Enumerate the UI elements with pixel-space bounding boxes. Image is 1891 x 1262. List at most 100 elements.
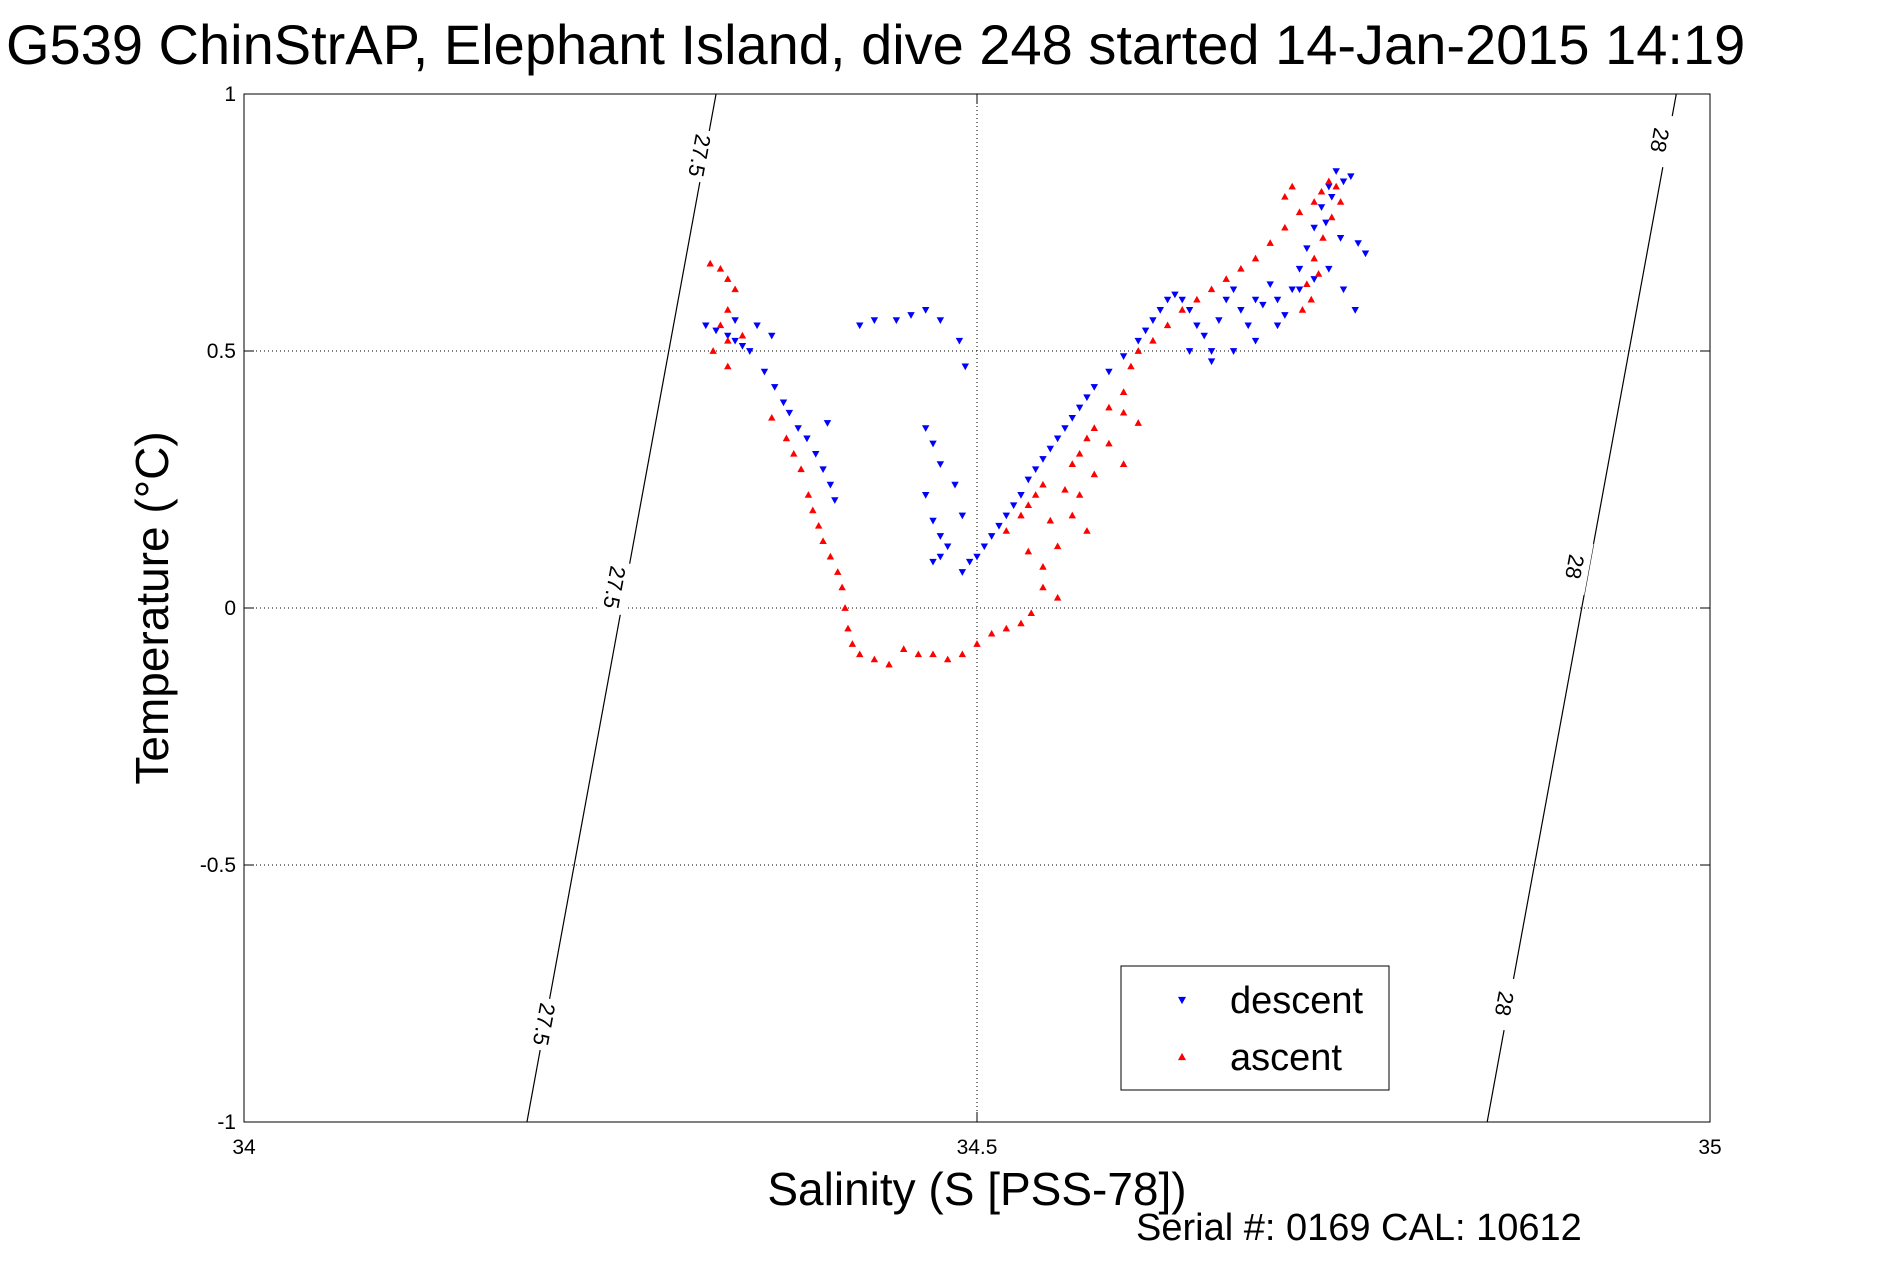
descent-point-52 [1053, 435, 1062, 443]
ascent-point-48 [1075, 449, 1084, 457]
ascent-point-26 [885, 660, 893, 668]
descent-point-82 [1295, 265, 1304, 273]
ascent-point-89 [1083, 527, 1091, 534]
density-contour-label-bg-0-1 [596, 559, 634, 616]
descent-point-71 [1215, 317, 1223, 324]
ascent-point-72 [1319, 234, 1327, 241]
ascent-point-27 [899, 645, 908, 652]
ascent-point-42 [1046, 516, 1055, 524]
descent-point-60 [1134, 337, 1142, 345]
descent-point-9 [785, 409, 794, 417]
descent-point-21 [870, 317, 879, 324]
descent-point-59 [1119, 353, 1128, 360]
density-contour-label-bg-0-2 [681, 127, 719, 184]
ascent-point-67 [1317, 187, 1326, 195]
descent-point-45 [1002, 512, 1011, 520]
descent-point-3 [731, 337, 739, 345]
ascent-point-3 [731, 285, 739, 293]
descent-point-57 [1090, 384, 1098, 391]
series-ascent [706, 177, 1345, 668]
descent-point-69 [1200, 332, 1208, 340]
density-contour-label-1-0: 28 [1490, 989, 1519, 1018]
ascent-point-76 [1307, 295, 1315, 303]
descent-point-40 [965, 558, 974, 566]
descent-point-58 [1105, 368, 1113, 376]
descent-point-103 [1273, 322, 1282, 330]
descent-point-56 [1083, 394, 1091, 402]
descent-point-26 [955, 337, 964, 345]
density-contour-line-1 [1486, 93, 1677, 1123]
density-contour-label-bg-1-2 [1641, 112, 1679, 169]
ascent-point-64 [1281, 223, 1289, 231]
ascent-point-16 [814, 521, 823, 529]
ascent-point-43 [1053, 542, 1062, 550]
descent-point-38 [958, 512, 967, 520]
descent-point-17 [753, 322, 761, 330]
descent-point-28 [921, 425, 930, 432]
ascent-point-33 [987, 629, 996, 637]
descent-point-4 [738, 342, 747, 350]
descent-point-95 [1295, 286, 1304, 294]
descent-point-67 [1185, 307, 1194, 314]
descent-point-73 [1229, 286, 1238, 294]
ascent-point-73 [1310, 254, 1318, 262]
descent-point-64 [1163, 296, 1172, 304]
x-tick-label-1: 34.5 [957, 1136, 998, 1159]
ascent-point-39 [1024, 501, 1033, 509]
descent-point-14 [826, 481, 835, 489]
descent-point-101 [1229, 348, 1238, 355]
descent-point-41 [973, 553, 981, 561]
descent-point-81 [1288, 286, 1296, 294]
ascent-point-87 [1119, 408, 1128, 416]
density-contour-label-bg-1-0 [1486, 975, 1524, 1032]
ascent-point-47 [1068, 460, 1076, 467]
ascent-point-45 [1024, 547, 1033, 555]
descent-point-43 [987, 533, 996, 540]
descent-point-44 [995, 522, 1003, 530]
ascent-point-4 [724, 306, 732, 313]
ascent-point-63 [1266, 239, 1274, 246]
descent-point-63 [1156, 307, 1164, 314]
ascent-point-13 [797, 465, 805, 473]
ascent-point-51 [1105, 403, 1113, 411]
descent-point-72 [1222, 296, 1230, 304]
ascent-point-38 [1017, 511, 1025, 519]
descent-point-46 [1009, 502, 1018, 510]
descent-point-30 [936, 461, 945, 468]
ascent-point-15 [809, 506, 817, 514]
ascent-point-69 [1332, 182, 1340, 190]
ascent-point-55 [1149, 336, 1157, 344]
descent-point-85 [1317, 204, 1326, 211]
y-tick-label-4: -1 [217, 1111, 236, 1134]
legend-marker-descent [1177, 996, 1187, 1005]
ascent-point-0 [706, 259, 714, 267]
ascent-point-5 [716, 321, 725, 329]
density-contour-label-bg-0-0 [526, 996, 564, 1053]
ascent-point-62 [1251, 254, 1260, 262]
descent-point-89 [1328, 193, 1336, 201]
descent-point-94 [1361, 250, 1370, 258]
descent-point-88 [1339, 178, 1348, 186]
descent-point-37 [951, 481, 959, 489]
descent-point-50 [1039, 456, 1047, 463]
density-contour-label-bg-1-1 [1556, 538, 1594, 595]
ascent-point-28 [914, 650, 923, 658]
ascent-point-59 [1207, 285, 1216, 293]
descent-point-61 [1141, 327, 1150, 335]
ascent-point-30 [943, 655, 952, 663]
ascent-point-29 [929, 650, 937, 658]
ascent-point-83 [1075, 491, 1084, 498]
ascent-point-82 [1090, 470, 1098, 478]
ascent-point-18 [826, 552, 835, 560]
ascent-point-36 [1027, 609, 1035, 617]
descent-point-10 [794, 425, 802, 432]
grid-lines [244, 94, 1710, 1122]
descent-point-18 [768, 332, 776, 340]
descent-point-47 [1017, 492, 1025, 499]
ascent-point-54 [1134, 347, 1142, 354]
descent-point-54 [1068, 414, 1076, 422]
descent-point-92 [1347, 173, 1355, 181]
descent-point-31 [921, 492, 930, 499]
ascent-point-61 [1237, 264, 1245, 272]
